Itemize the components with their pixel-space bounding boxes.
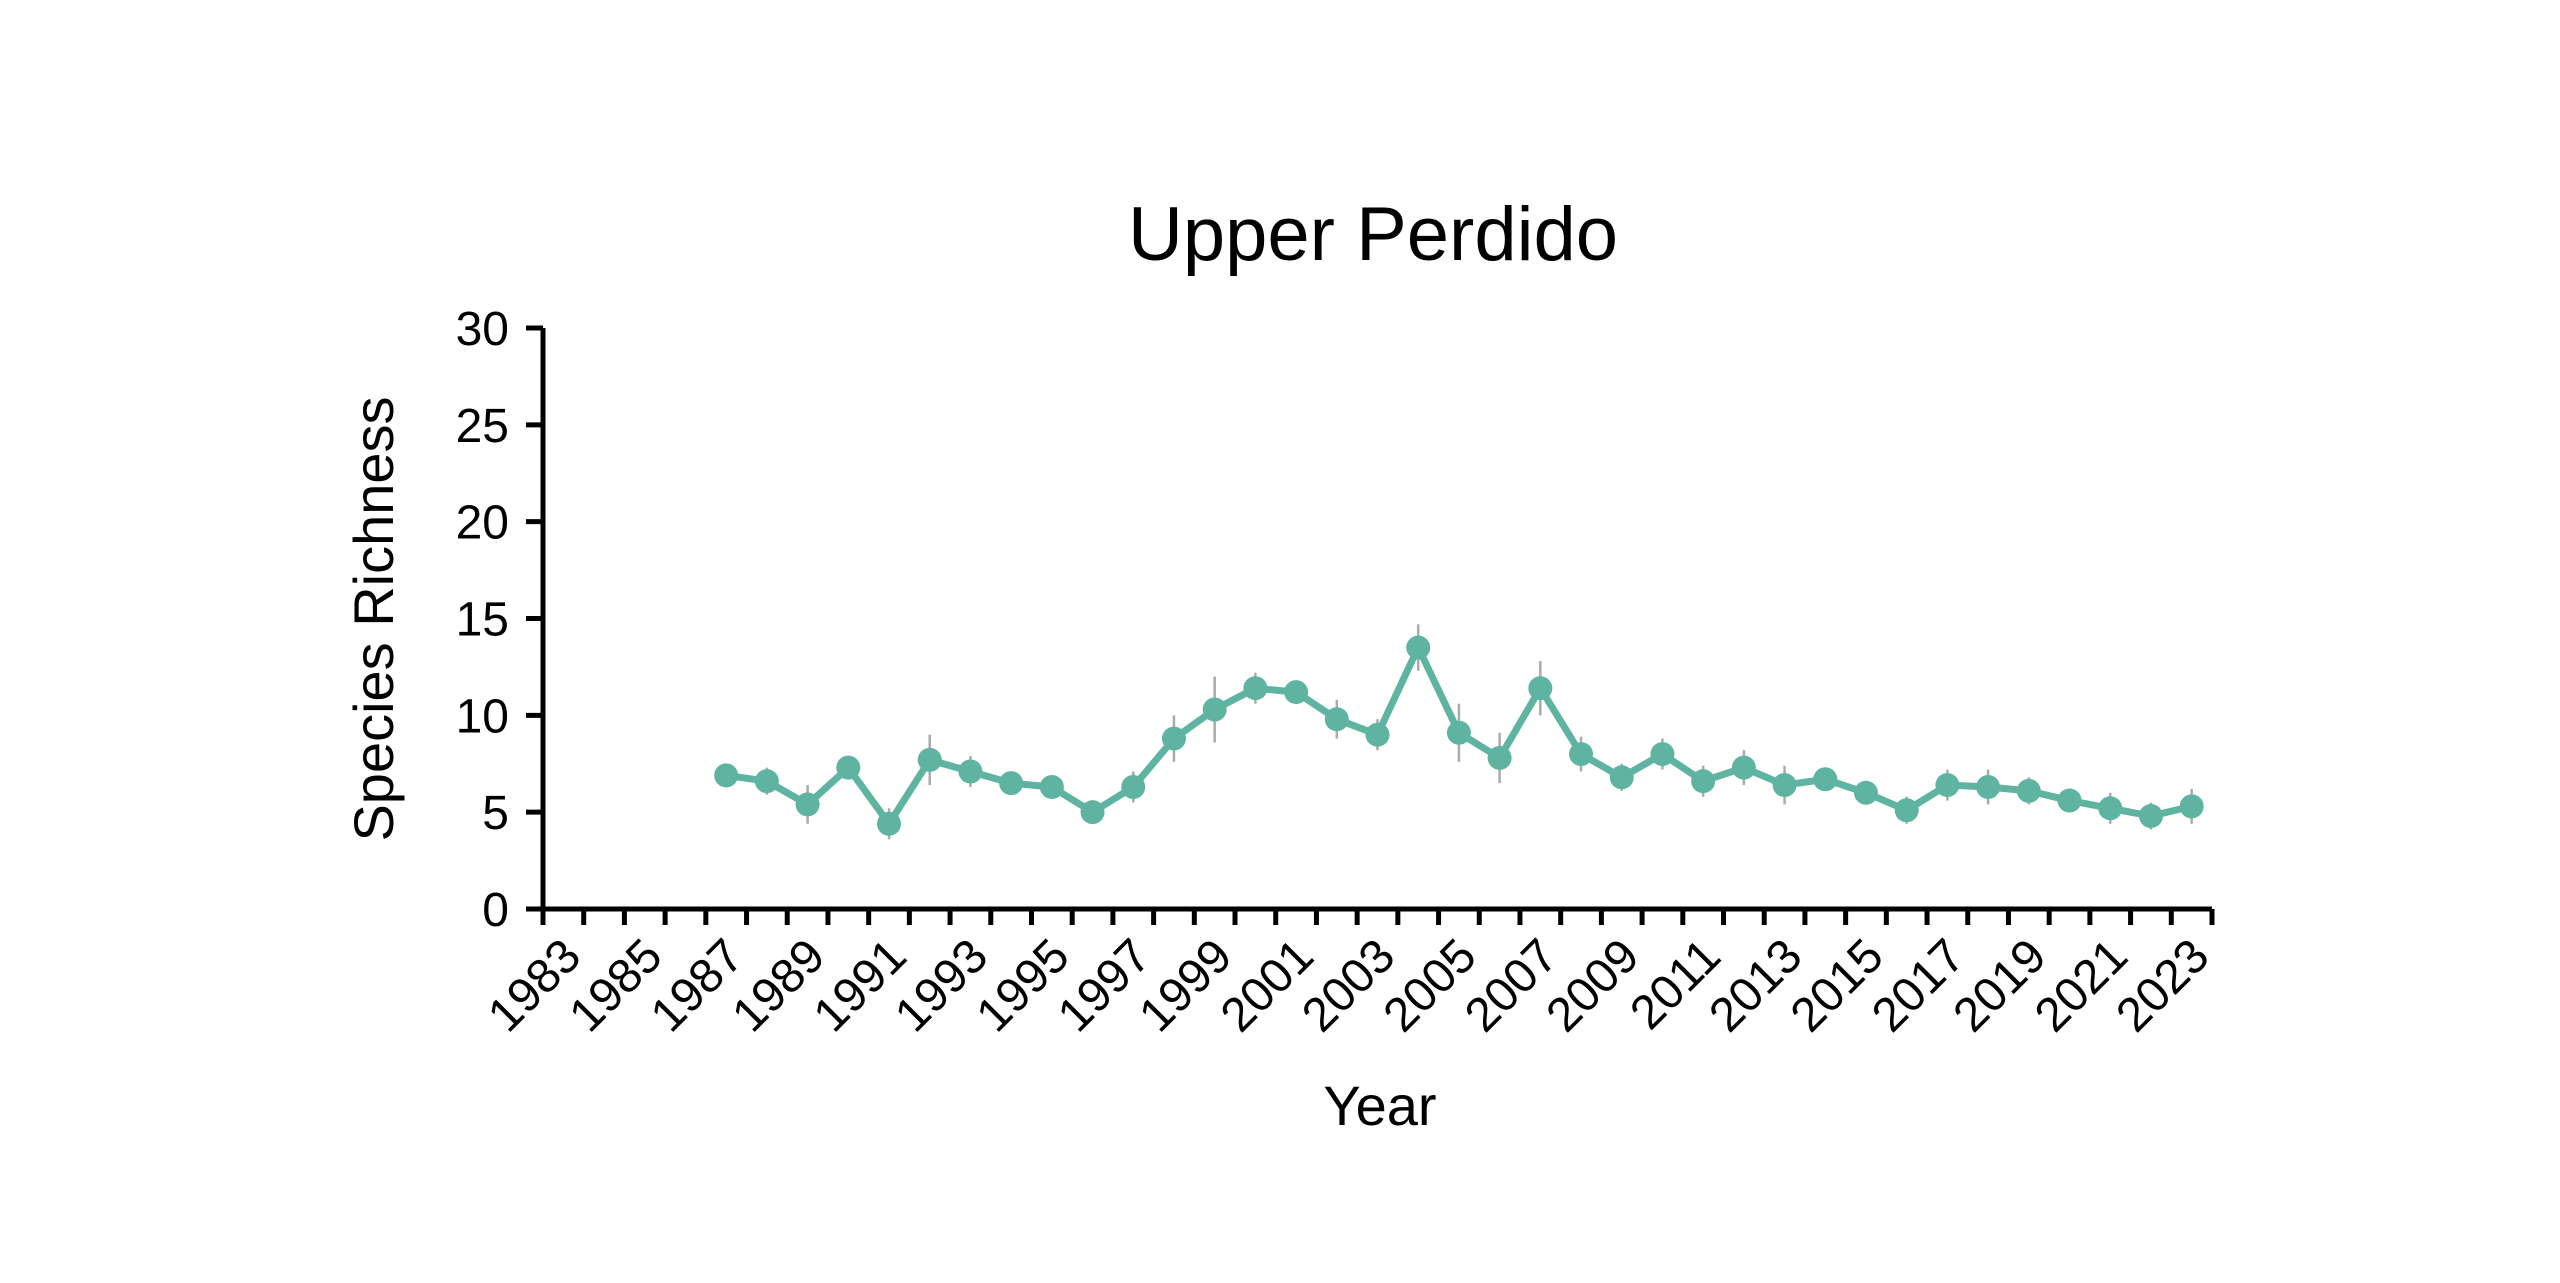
- data-point: [1813, 767, 1838, 792]
- data-point: [2138, 804, 2163, 829]
- x-ticks: 1983198519871989199119931995199719992001…: [478, 909, 2219, 1042]
- x-tick-label: 2013: [1699, 929, 1812, 1042]
- data-point: [836, 755, 861, 780]
- x-tick-label: 2003: [1292, 929, 1405, 1042]
- x-tick-label: 2007: [1455, 929, 1568, 1042]
- data-point: [1691, 769, 1716, 794]
- x-tick-label: 1993: [885, 929, 998, 1042]
- data-point: [1080, 800, 1105, 825]
- y-tick-label: 5: [482, 787, 509, 840]
- x-tick-label: 2009: [1537, 929, 1650, 1042]
- y-tick-label: 25: [456, 400, 509, 453]
- y-ticks: 0 5 10 15 20 25 30: [456, 303, 543, 937]
- data-point: [1894, 798, 1919, 823]
- y-tick-label: 20: [456, 497, 509, 550]
- x-tick-label: 2023: [2106, 929, 2219, 1042]
- x-tick-label: 1985: [560, 929, 673, 1042]
- data-point: [1324, 707, 1349, 732]
- data-point: [1284, 680, 1309, 705]
- x-tick-label: 1983: [478, 929, 591, 1042]
- x-tick-label: 2011: [1620, 929, 1730, 1039]
- axes: [540, 328, 2212, 912]
- data-point: [1202, 697, 1227, 722]
- x-tick-label: 2019: [1944, 929, 2057, 1042]
- data-point: [1365, 722, 1390, 747]
- data-point: [1853, 780, 1878, 805]
- data-point: [1731, 755, 1756, 780]
- x-tick-label: 1991: [804, 929, 917, 1042]
- x-tick-label: 2015: [1781, 929, 1894, 1042]
- data-point: [1935, 773, 1960, 798]
- x-tick-label: 1989: [722, 929, 835, 1042]
- data-point: [877, 811, 902, 836]
- x-tick-label: 1995: [967, 929, 1080, 1042]
- data-point: [1406, 635, 1431, 660]
- x-axis-label: Year: [1323, 1074, 1436, 1137]
- data-point: [1650, 742, 1675, 767]
- y-tick-label: 10: [456, 690, 509, 743]
- data-point: [714, 763, 739, 788]
- data-point: [1243, 676, 1268, 701]
- y-axis-label: Species Richness: [342, 396, 405, 841]
- data-point: [754, 769, 779, 794]
- data-point: [2098, 796, 2123, 821]
- data-point: [2016, 778, 2041, 803]
- y-tick-label: 15: [456, 594, 509, 647]
- data-point: [2179, 794, 2204, 819]
- data-point: [1528, 676, 1553, 701]
- data-point: [2057, 788, 2082, 813]
- x-tick-label: 1997: [1048, 929, 1161, 1042]
- data-point: [1609, 765, 1634, 790]
- data-point: [795, 792, 820, 817]
- chart-title: Upper Perdido: [1128, 192, 1618, 277]
- data-point: [1039, 774, 1064, 799]
- y-tick-label: 0: [482, 884, 509, 937]
- data-point: [1121, 774, 1146, 799]
- x-tick-label: 2005: [1374, 929, 1487, 1042]
- data-point: [1772, 773, 1797, 798]
- data-point: [958, 759, 983, 784]
- data-point: [1446, 720, 1471, 745]
- data-point: [999, 771, 1024, 796]
- series: [714, 624, 2204, 840]
- data-point: [1569, 742, 1594, 767]
- data-point: [1161, 726, 1186, 751]
- x-tick-label: 1999: [1129, 929, 1242, 1042]
- x-tick-label: 1987: [641, 929, 754, 1042]
- x-tick-label: 2021: [2025, 929, 2138, 1042]
- data-point: [917, 747, 942, 772]
- x-tick-label: 2017: [1862, 929, 1975, 1042]
- y-tick-label: 30: [456, 303, 509, 356]
- x-tick-label: 2001: [1211, 929, 1324, 1042]
- data-point: [1487, 745, 1512, 770]
- data-point: [1976, 774, 2001, 799]
